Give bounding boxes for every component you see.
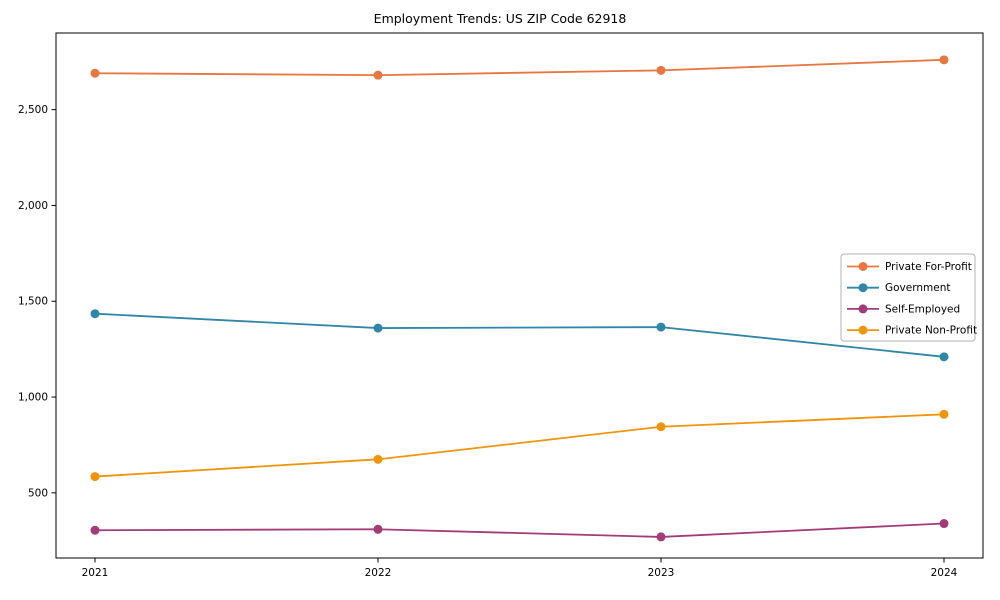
- y-tick-label: 2,000: [18, 200, 48, 212]
- data-point: [656, 65, 666, 75]
- data-point: [373, 454, 383, 464]
- x-tick-label: 2024: [931, 567, 958, 579]
- series-line-private-non-profit: [94, 413, 945, 478]
- series-line-private-for-profit: [94, 58, 945, 77]
- legend-item-label: Self-Employed: [885, 303, 960, 315]
- data-point: [90, 68, 100, 78]
- series-line-government: [94, 312, 945, 358]
- data-point: [373, 524, 383, 534]
- data-point: [90, 472, 100, 482]
- y-tick-label: 1,000: [18, 392, 48, 404]
- x-tick-label: 2021: [82, 567, 109, 579]
- data-point: [90, 309, 100, 319]
- legend-sample-marker: [858, 283, 868, 293]
- series-layer: [90, 55, 949, 542]
- legend-item-label: Private Non-Profit: [885, 325, 977, 337]
- legend-item-label: Private For-Profit: [885, 261, 972, 273]
- legend: Private For-Profit Government Self-Employe…: [840, 253, 977, 342]
- plot-area-border: [55, 32, 984, 559]
- y-tick-label: 2,500: [18, 104, 48, 116]
- data-point: [656, 422, 666, 432]
- data-point: [373, 70, 383, 80]
- legend-sample-marker: [858, 304, 868, 314]
- legend-item-label: Government: [885, 282, 950, 294]
- data-point: [656, 532, 666, 542]
- data-point: [939, 409, 949, 419]
- x-tick-label: 2023: [648, 567, 675, 579]
- chart-title: Employment Trends: US ZIP Code 62918: [374, 11, 627, 26]
- legend-sample-marker: [858, 262, 868, 271]
- data-point: [939, 519, 949, 529]
- data-point: [656, 322, 666, 332]
- y-tick-label: 500: [28, 487, 48, 499]
- axes-layer: 500 1,000 1,500 2,000 2,500 2021 2022 2023 2024: [18, 104, 958, 579]
- data-point: [939, 55, 949, 65]
- data-point: [373, 323, 383, 333]
- data-point: [939, 352, 949, 362]
- data-point: [90, 525, 100, 535]
- legend-sample-marker: [858, 325, 868, 335]
- y-tick-label: 1,500: [18, 296, 48, 308]
- x-tick-label: 2022: [365, 567, 392, 579]
- legend-box: [840, 253, 976, 342]
- series-line-self-employed: [94, 522, 945, 538]
